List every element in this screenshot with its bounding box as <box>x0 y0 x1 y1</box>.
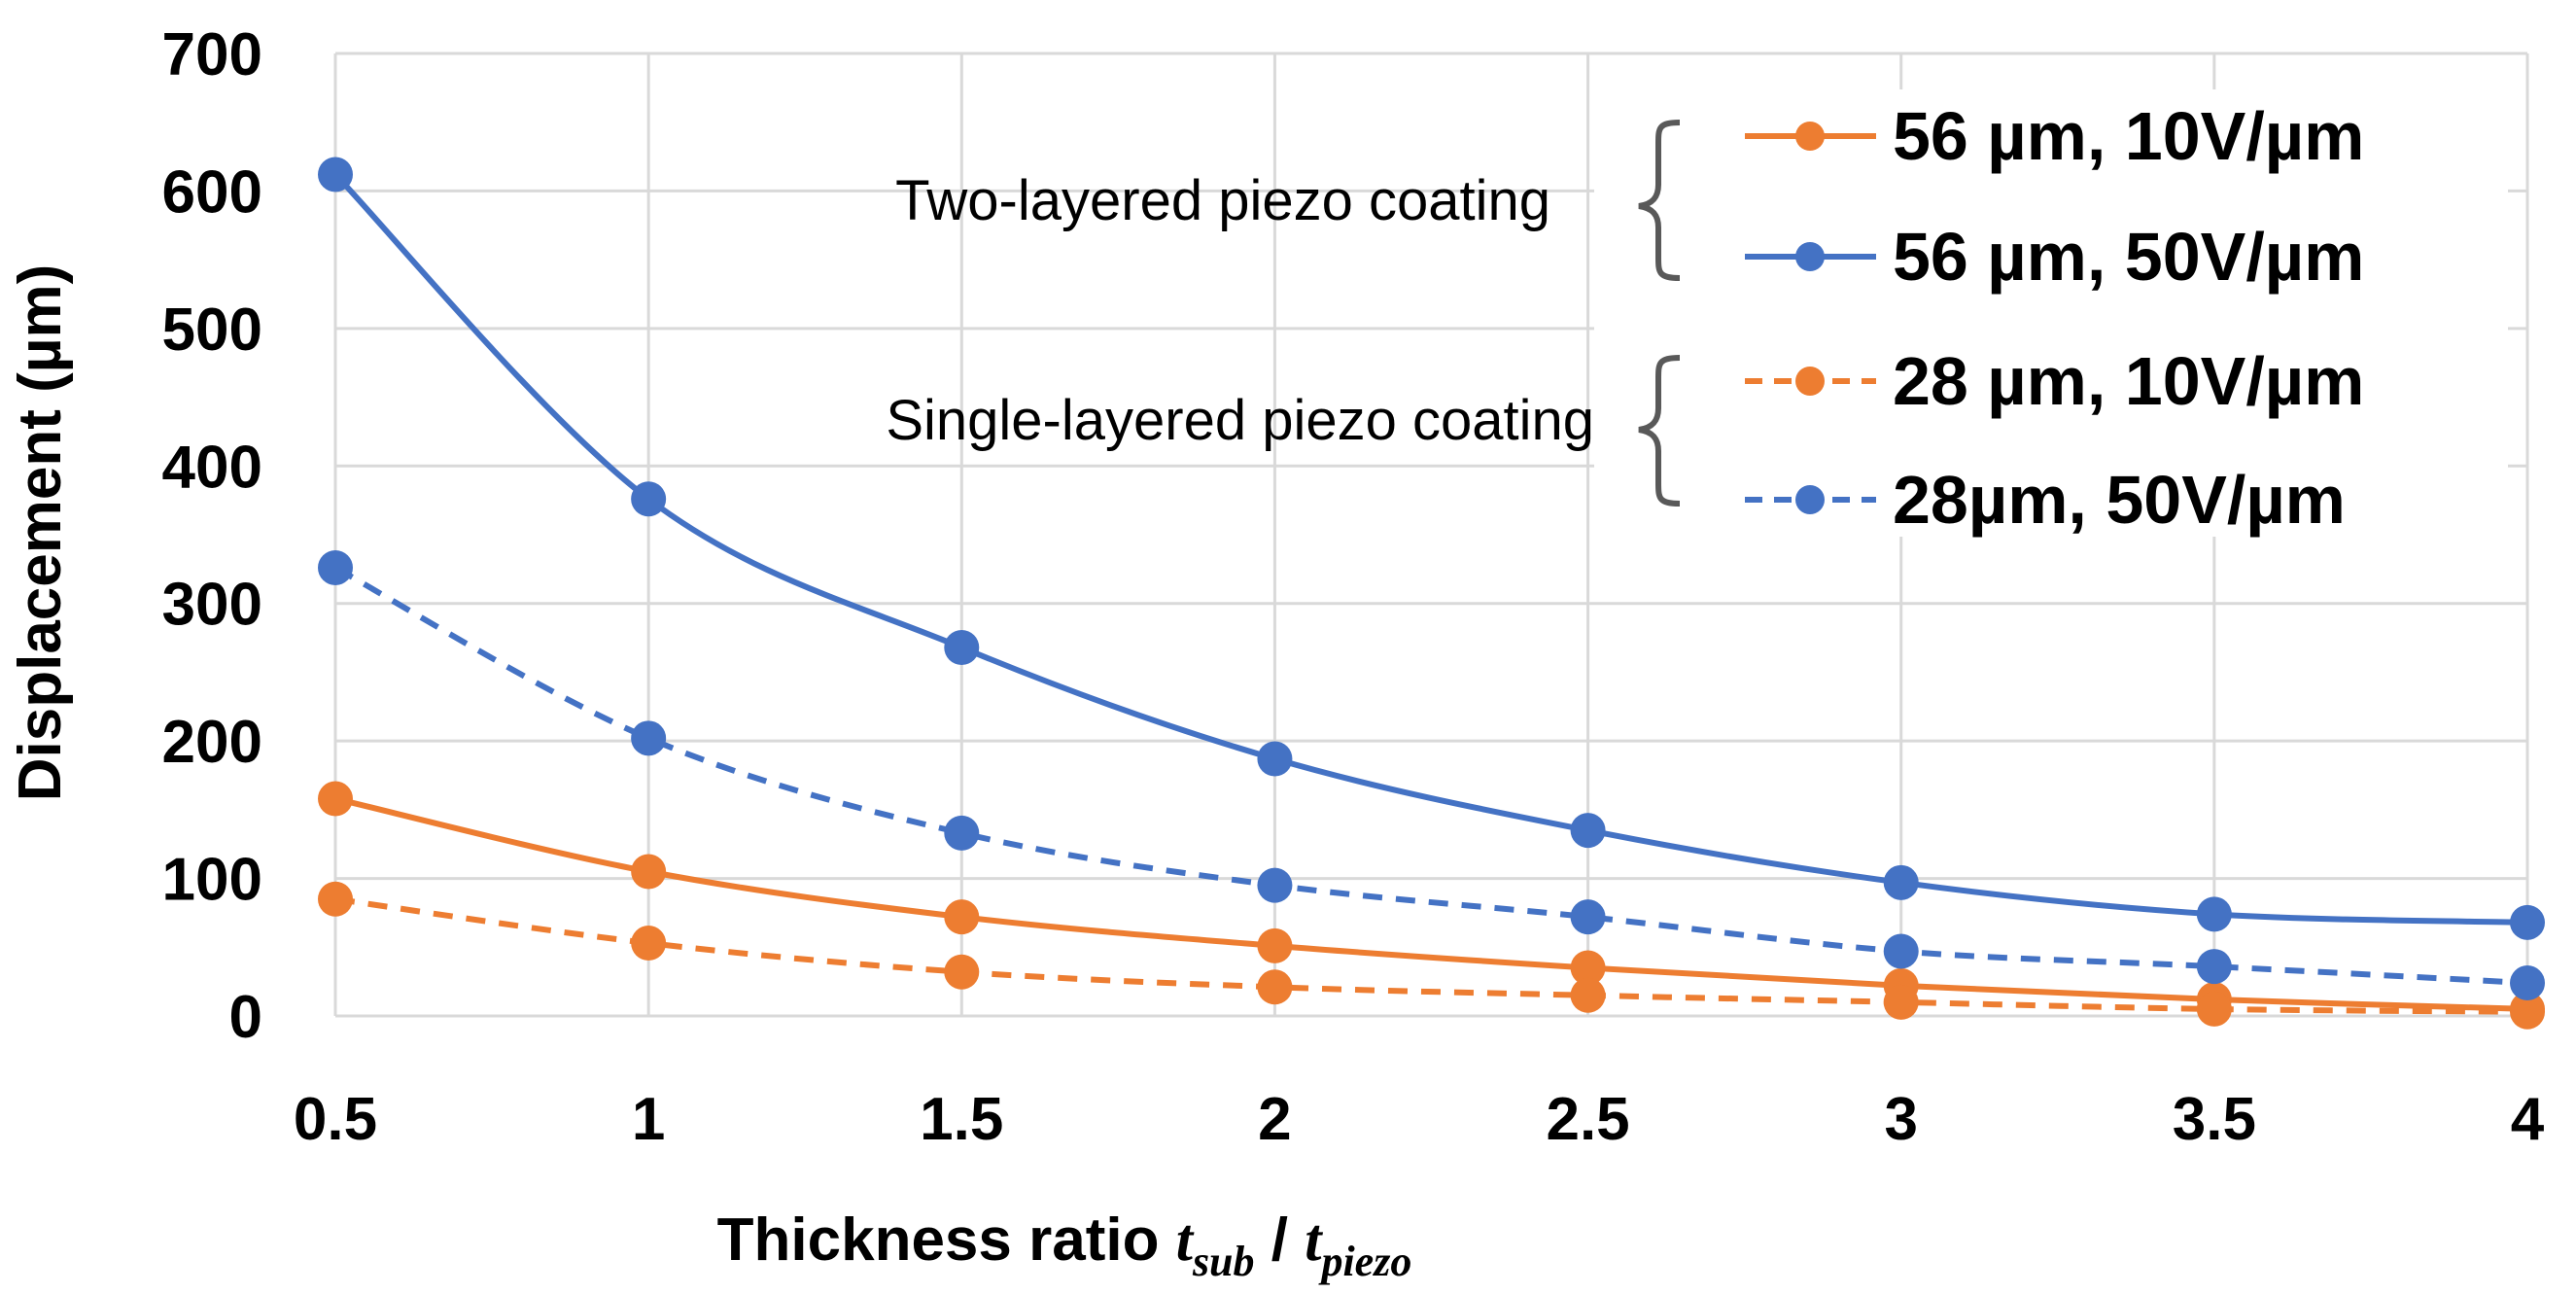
data-point <box>1570 899 1606 935</box>
legend-swatch-marker <box>1795 122 1825 151</box>
legend-entry-28um-10v: 28 µm, 10V/µm <box>1745 343 2364 419</box>
y-tick-label: 100 <box>162 847 262 914</box>
data-point <box>318 157 353 192</box>
y-tick-label: 200 <box>162 709 262 776</box>
x-tick-label: 1.5 <box>920 1086 1003 1153</box>
series-3 <box>318 549 2545 1001</box>
legend-swatch-marker <box>1795 367 1825 396</box>
series-line <box>333 565 2528 987</box>
y-tick-label: 300 <box>162 572 262 639</box>
brace-single-layered <box>1638 355 1681 507</box>
legend-box <box>1594 89 2508 537</box>
y-tick-label: 0 <box>229 984 262 1051</box>
legend-entry-56um-10v: 56 µm, 10V/µm <box>1745 98 2364 174</box>
y-tick-label: 600 <box>162 158 262 226</box>
legend-swatch-marker <box>1795 242 1825 271</box>
series-2 <box>318 881 2545 1030</box>
x-axis-title-prefix: Thickness ratio <box>717 1207 1176 1274</box>
data-point <box>318 549 353 585</box>
data-point <box>631 481 667 517</box>
data-point <box>2196 991 2232 1027</box>
x-axis-var-t1: t <box>1176 1207 1195 1274</box>
annotation-single-layered: Single-layered piezo coating <box>886 389 1594 452</box>
legend-entry-28um-50v: 28µm, 50V/µm <box>1745 462 2346 538</box>
data-point <box>1257 969 1293 1005</box>
data-point <box>1883 933 1919 969</box>
x-tick-label: 0.5 <box>294 1086 377 1153</box>
x-axis-title-separator: / <box>1255 1207 1305 1274</box>
brace-two-layered <box>1638 120 1681 281</box>
data-point <box>1257 927 1293 963</box>
data-point <box>1570 813 1606 849</box>
legend-entry-56um-50v: 56 µm, 50V/µm <box>1745 219 2364 295</box>
data-point <box>1570 950 1606 986</box>
series-group <box>318 157 2545 1030</box>
data-point <box>631 926 667 962</box>
x-tick-label: 3.5 <box>2173 1086 2256 1153</box>
data-point <box>2196 896 2232 932</box>
legend-label: 28 µm, 10V/µm <box>1893 343 2364 419</box>
data-point <box>1883 984 1919 1020</box>
data-point <box>2510 965 2545 1001</box>
x-tick-label: 1 <box>632 1086 665 1153</box>
x-tick-label: 4 <box>2511 1086 2545 1153</box>
x-tick-label: 2 <box>1258 1086 1291 1153</box>
annotation-two-layered: Two-layered piezo coating <box>895 169 1550 232</box>
y-tick-labels: 0 100 200 300 400 500 600 700 <box>162 21 262 1051</box>
x-axis-var-t2: t <box>1305 1207 1323 1274</box>
data-point <box>2510 994 2545 1030</box>
x-axis-sub-piezo: piezo <box>1317 1238 1411 1285</box>
x-tick-label: 2.5 <box>1546 1086 1629 1153</box>
series-line <box>334 795 2528 1012</box>
y-tick-label: 500 <box>162 297 262 364</box>
data-point <box>631 720 667 756</box>
legend-label: 56 µm, 50V/µm <box>1893 219 2364 295</box>
x-axis-title: Thickness ratio tsub / tpiezo <box>717 1207 1412 1285</box>
legend-label: 28µm, 50V/µm <box>1893 462 2346 538</box>
series-1 <box>318 157 2545 940</box>
legend-swatch-marker <box>1795 485 1825 514</box>
y-tick-label: 400 <box>162 434 262 501</box>
data-point <box>1883 864 1919 900</box>
x-axis-sub-sub: sub <box>1192 1238 1255 1285</box>
data-point <box>1257 867 1293 903</box>
data-point <box>2196 949 2232 985</box>
data-point <box>2510 904 2545 940</box>
x-tick-labels: 0.5 1 1.5 2 2.5 3 3.5 4 <box>294 1086 2545 1153</box>
data-point <box>944 629 980 665</box>
data-point <box>318 881 353 917</box>
data-point <box>318 781 353 817</box>
y-axis-title: Displacement (µm) <box>7 264 74 802</box>
data-point <box>631 854 667 890</box>
data-point <box>1570 977 1606 1013</box>
y-tick-label: 700 <box>162 21 262 88</box>
data-point <box>944 815 980 851</box>
legend-label: 56 µm, 10V/µm <box>1893 98 2364 174</box>
data-point <box>1257 741 1293 777</box>
data-point <box>944 899 980 935</box>
x-tick-label: 3 <box>1884 1086 1917 1153</box>
series-line <box>334 895 2528 1015</box>
data-point <box>944 954 980 990</box>
